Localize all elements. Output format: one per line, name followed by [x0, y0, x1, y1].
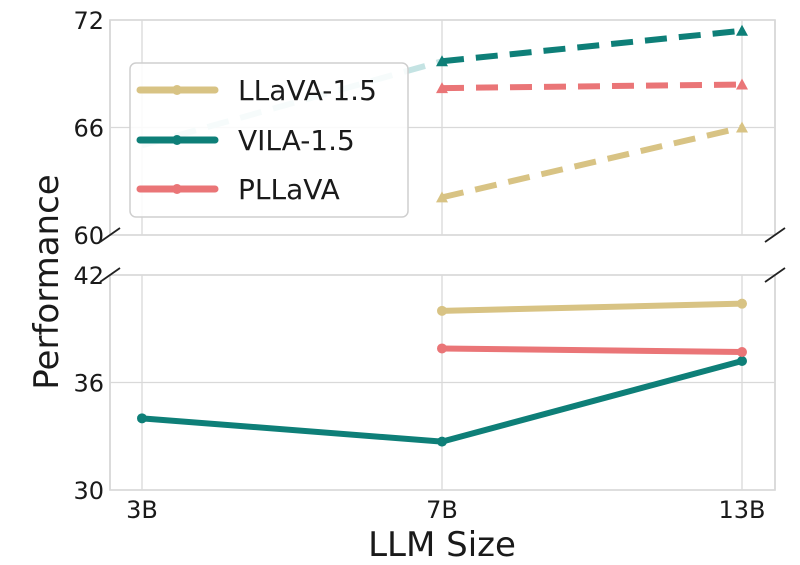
- marker-bottom-vila-1-5-2: [737, 356, 747, 366]
- legend-box: [129, 62, 409, 218]
- marker-top-vila-1-5-2: [736, 24, 748, 36]
- break-mark-bottom-left: [99, 267, 121, 283]
- marker-top-llava-1-5-1: [736, 121, 748, 133]
- line-bottom-vila-1-5-seg1: [441, 358, 743, 445]
- legend-marker-vila-1-5: [172, 135, 182, 145]
- x-tick-13B: 13B: [718, 496, 765, 524]
- legend: LLaVA-1.5 VILA-1.5 PLLaVA: [129, 62, 409, 218]
- line-top-vila-1-5-seg1: [441, 27, 743, 65]
- marker-bottom-llava-1-5-0: [437, 305, 447, 316]
- marker-bottom-vila-1-5-0: [137, 413, 147, 424]
- marker-top-pllava-0: [436, 82, 448, 94]
- y-tick-bottom-42: 42: [73, 262, 104, 290]
- legend-marker-llava-1-5: [172, 85, 182, 95]
- break-mark-top-left: [99, 227, 121, 243]
- marker-top-llava-1-5-0: [436, 191, 448, 203]
- line-top-pllava-seg0: [441, 81, 743, 92]
- legend-label-vila-1-5: VILA-1.5: [238, 124, 355, 157]
- y-axis-label: Performance: [27, 174, 67, 389]
- legend-label-llava-1-5: LLaVA-1.5: [238, 74, 377, 107]
- line-bottom-llava-1-5-seg0: [441, 300, 743, 314]
- line-bottom-vila-1-5-seg0: [141, 415, 443, 445]
- marker-bottom-pllava-1: [737, 347, 747, 358]
- x-tick-7B: 7B: [426, 496, 458, 524]
- y-tick-bottom-30: 30: [73, 477, 104, 505]
- axis-break-marks: [99, 227, 786, 283]
- legend-label-pllava: PLLaVA: [238, 173, 340, 206]
- x-tick-3B: 3B: [126, 496, 158, 524]
- break-mark-bottom-right: [764, 267, 786, 283]
- marker-bottom-vila-1-5-1: [437, 436, 447, 447]
- line-top-llava-1-5-seg0: [441, 124, 743, 201]
- x-axis-label: LLM Size: [368, 525, 516, 565]
- marker-bottom-pllava-0: [437, 343, 447, 354]
- marker-top-pllava-1: [736, 78, 748, 90]
- series-markers: [137, 24, 748, 447]
- y-tick-bottom-36: 36: [73, 370, 104, 398]
- line-bottom-pllava-seg0: [441, 345, 743, 356]
- break-mark-top-right: [764, 227, 786, 243]
- marker-bottom-llava-1-5-1: [737, 298, 747, 309]
- y-tick-top-60: 60: [73, 222, 104, 250]
- marker-top-vila-1-5-1: [436, 55, 448, 67]
- tick-labels: 3B 7B 13B 60 66 72 30 36 42: [73, 7, 765, 524]
- legend-marker-pllava: [172, 184, 182, 194]
- y-tick-top-66: 66: [73, 115, 104, 143]
- y-tick-top-72: 72: [73, 7, 104, 35]
